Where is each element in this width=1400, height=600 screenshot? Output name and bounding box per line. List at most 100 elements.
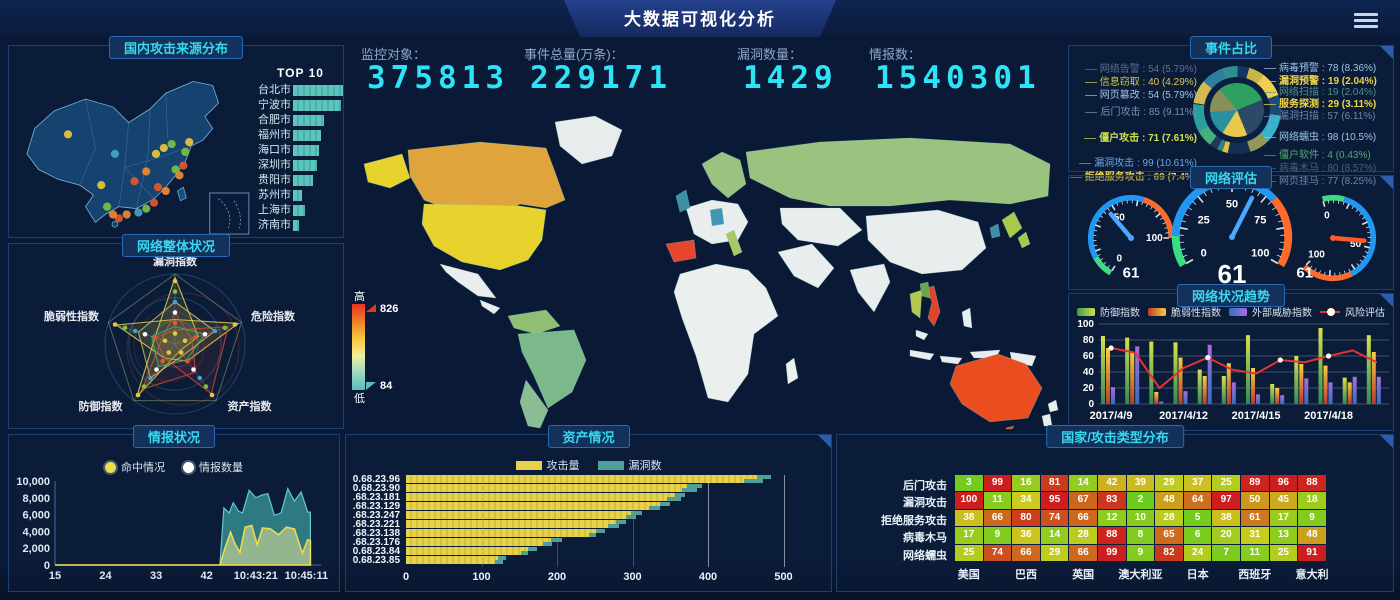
top10-bar — [293, 85, 343, 96]
svg-text:10,000: 10,000 — [16, 476, 50, 488]
top10-city-label: 宁波市 — [258, 99, 291, 111]
svg-text:漏洞指数: 漏洞指数 — [153, 254, 198, 268]
asset-bar — [406, 533, 597, 537]
heatmap-cell: 66 — [1012, 544, 1040, 561]
top10-row: 苏州市 — [249, 189, 343, 201]
legend-item: 攻击量 — [515, 457, 580, 473]
stat-value: 1540301 — [875, 60, 1041, 96]
heatmap-cell: 9 — [1298, 509, 1326, 527]
heatmap-cell: 9 — [983, 527, 1012, 544]
legend-high-label: 高 — [354, 291, 365, 303]
hamburger-menu-icon[interactable] — [1354, 13, 1378, 31]
attack-segment — [406, 556, 499, 560]
x-tick: 300 — [623, 571, 642, 583]
event-label: 网络蠕虫 : 98 (10.5%) — [1261, 128, 1376, 143]
heatmap-cell: 48 — [1298, 527, 1326, 544]
vuln-segment — [686, 484, 702, 488]
trend-legend: 防御指数 脆弱性指数 外部威胁指数 风险评估 — [1069, 304, 1393, 319]
heatmap-cell: 89 — [1241, 475, 1269, 492]
top10-row: 济南市 — [249, 219, 343, 231]
heatmap-cell: 16 — [1012, 475, 1040, 492]
asset-bar — [406, 542, 553, 546]
x-tick: 0 — [402, 571, 410, 583]
legend-low-value: 84 — [380, 380, 393, 392]
ip-label: 0.68.23.96 — [352, 474, 400, 485]
legend-item: 漏洞数 — [597, 457, 662, 473]
event-label: 漏洞攻击 : 99 (10.61%) — [1076, 154, 1197, 169]
asset-bar — [406, 538, 562, 542]
svg-text:61: 61 — [1296, 265, 1313, 282]
top10-row: 福州市 — [249, 129, 343, 141]
event-label: 后门攻击 : 85 (9.11%) — [1082, 103, 1197, 118]
heatmap-cell: 91 — [1298, 544, 1326, 561]
vuln-segment — [550, 538, 562, 542]
x-tick: 400 — [698, 571, 718, 583]
svg-text:10:43:21: 10:43:21 — [234, 570, 278, 582]
panel-network-status: 网络整体状况 漏洞指数 危险指数 资产指数 防御指数 脆弱性指数 — [8, 234, 344, 429]
ip-label: .68.23.247 — [352, 510, 400, 521]
map-color-legend: 高 826 84 低 — [352, 288, 422, 406]
legend-label: 情报数量 — [199, 462, 243, 474]
heatmap-cell: 17 — [1269, 509, 1298, 527]
attack-segment — [406, 533, 589, 537]
vuln-segment — [495, 560, 503, 564]
event-label: 服务探测 : 29 (3.11%) — [1261, 95, 1376, 110]
heatmap-cell: 2 — [1126, 492, 1155, 509]
corner-accent — [1380, 294, 1393, 307]
stat-value: 375813 — [367, 60, 509, 96]
heatmap-cell: 25 — [1212, 475, 1240, 492]
gridline — [708, 475, 709, 567]
top10-bar — [293, 115, 325, 126]
legend-label: 外部威胁指数 — [1252, 308, 1312, 319]
asset-bar — [406, 529, 606, 533]
ip-label: .68.23.129 — [352, 501, 400, 512]
asset-bar — [406, 493, 686, 497]
attack-segment — [406, 542, 544, 546]
gauges-row: 0 50 100 61 0 25 50 75 100 61 0 50 100 61 — [1069, 176, 1393, 289]
heatmap-cell: 42 — [1098, 475, 1126, 492]
header-bar: 大数据可视化分析 — [0, 0, 1400, 37]
svg-text:100: 100 — [1251, 247, 1269, 259]
china-map — [26, 81, 250, 235]
vuln-segment — [588, 533, 597, 537]
heatmap-col-label: 日本 — [1186, 569, 1209, 581]
legend-label: 防御指数 — [1100, 308, 1140, 319]
corner-accent — [1380, 435, 1393, 448]
heatmap-cell: 14 — [1040, 527, 1069, 544]
legend-item: 防御指数 — [1077, 304, 1140, 319]
intel-area-chart: 10,000 8,000 6,000 4,000 2,000 015 24 33 42 10:43… — [16, 476, 328, 582]
heatmap-cell: 11 — [1241, 544, 1269, 561]
svg-text:2017/4/15: 2017/4/15 — [1232, 410, 1281, 422]
heatmap-cell: 66 — [1069, 544, 1097, 561]
intel-legend: 命中情况 情报数量 — [9, 459, 339, 475]
heatmap-cell: 6 — [1183, 527, 1212, 544]
attack-segment — [406, 529, 597, 533]
attack-segment — [406, 511, 631, 515]
top10-city-label: 海口市 — [258, 144, 291, 156]
attack-segment — [406, 484, 687, 488]
svg-text:50: 50 — [1350, 239, 1362, 250]
heatmap-cell: 65 — [1155, 527, 1183, 544]
ip-label: 0.68.23.84 — [352, 546, 400, 557]
panel-event-ratio: 事件占比 网络告警 : 54 (5.79%) 信息窃取 : 40 (4.29%) 网… — [1068, 36, 1394, 187]
heatmap-cell: 25 — [1269, 544, 1298, 561]
svg-text:8,000: 8,000 — [22, 493, 50, 505]
vuln-segment — [498, 556, 506, 560]
top10-row: 上海市 — [249, 204, 343, 216]
attack-segment — [406, 551, 521, 555]
svg-text:100: 100 — [1077, 319, 1094, 330]
legend-label: 脆弱性指数 — [1171, 308, 1221, 319]
heatmap-cell: 67 — [1069, 492, 1097, 509]
stat-label: 情报数： — [869, 47, 922, 62]
top10-city-label: 台北市 — [258, 84, 291, 96]
top10-title: TOP 10 — [277, 66, 324, 80]
legend-label: 漏洞数 — [628, 460, 662, 472]
attack-segment — [406, 475, 758, 479]
event-label: 僵户攻击 : 71 (7.61%) — [1081, 129, 1197, 144]
top10-bar-chart: TOP 10 台北市 宁波市 合肥市 福州市 海口市 深圳市 贵阳市 苏州市 上海市 济南市 — [249, 60, 343, 236]
heatmap-cell: 10 — [1126, 509, 1155, 527]
vuln-segment — [649, 506, 661, 510]
svg-text:100: 100 — [1308, 250, 1325, 261]
top10-city-label: 合肥市 — [258, 114, 291, 126]
corner-accent — [818, 435, 831, 448]
